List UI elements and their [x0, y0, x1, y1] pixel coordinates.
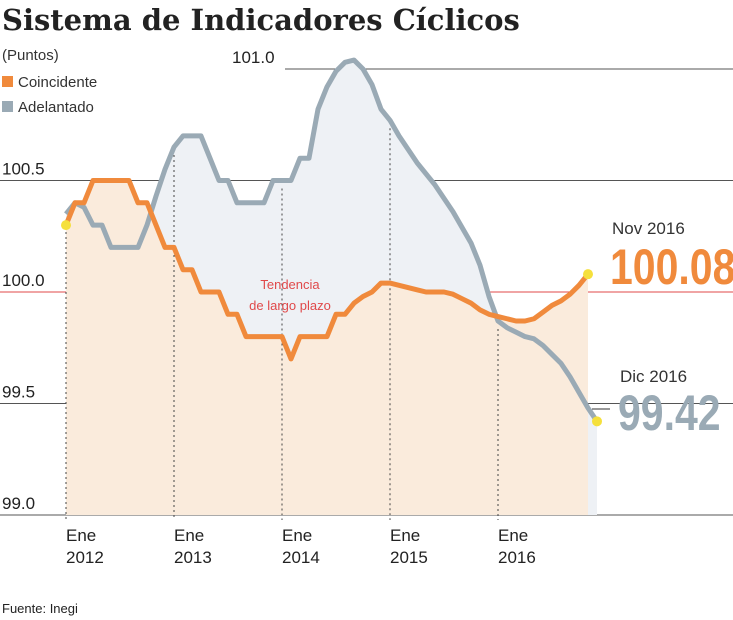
legend-swatch-coincidente [2, 76, 13, 87]
chart-title: Sistema de Indicadores Cíclicos [2, 3, 520, 37]
x-tick-month: Ene [390, 526, 420, 545]
x-tick-year: 2015 [390, 548, 428, 567]
x-tick-year: 2016 [498, 548, 536, 567]
x-tick-year: 2014 [282, 548, 320, 567]
x-tick-month: Ene [498, 526, 528, 545]
series-line-adelantado [64, 57, 600, 423]
legend-swatch-adelantado [2, 101, 13, 112]
y-axis-unit: (Puntos) [2, 47, 59, 64]
y-tick-label: 99.5 [2, 383, 35, 402]
trend-label-1: Tendencia [260, 277, 320, 292]
x-tick-month: Ene [282, 526, 312, 545]
x-tick-year: 2013 [174, 548, 212, 567]
legend-coincidente: Coincidente [18, 74, 97, 91]
annotation-dic-value: 99.42 [618, 385, 721, 441]
y-tick-label: 100.5 [2, 160, 45, 179]
source-note: Fuente: Inegi [2, 601, 78, 616]
annotation-nov-value: 100.08 [610, 239, 733, 295]
trend-label-2: de largo plazo [249, 298, 331, 313]
annotation-nov-label: Nov 2016 [612, 219, 685, 238]
series-line-coincidente [63, 178, 590, 362]
y-tick-label: 101.0 [232, 48, 275, 67]
end-point-adelantado [592, 416, 602, 427]
start-point [61, 220, 71, 231]
x-tick-month: Ene [174, 526, 204, 545]
legend-adelantado: Adelantado [18, 99, 94, 116]
area-coincidente [66, 180, 588, 515]
y-tick-label: 100.0 [2, 271, 45, 290]
annotation-dic-label: Dic 2016 [620, 367, 687, 386]
end-point-coincidente [583, 269, 593, 280]
y-tick-label: 99.0 [2, 494, 35, 513]
x-tick-month: Ene [66, 526, 96, 545]
x-tick-year: 2012 [66, 548, 104, 567]
